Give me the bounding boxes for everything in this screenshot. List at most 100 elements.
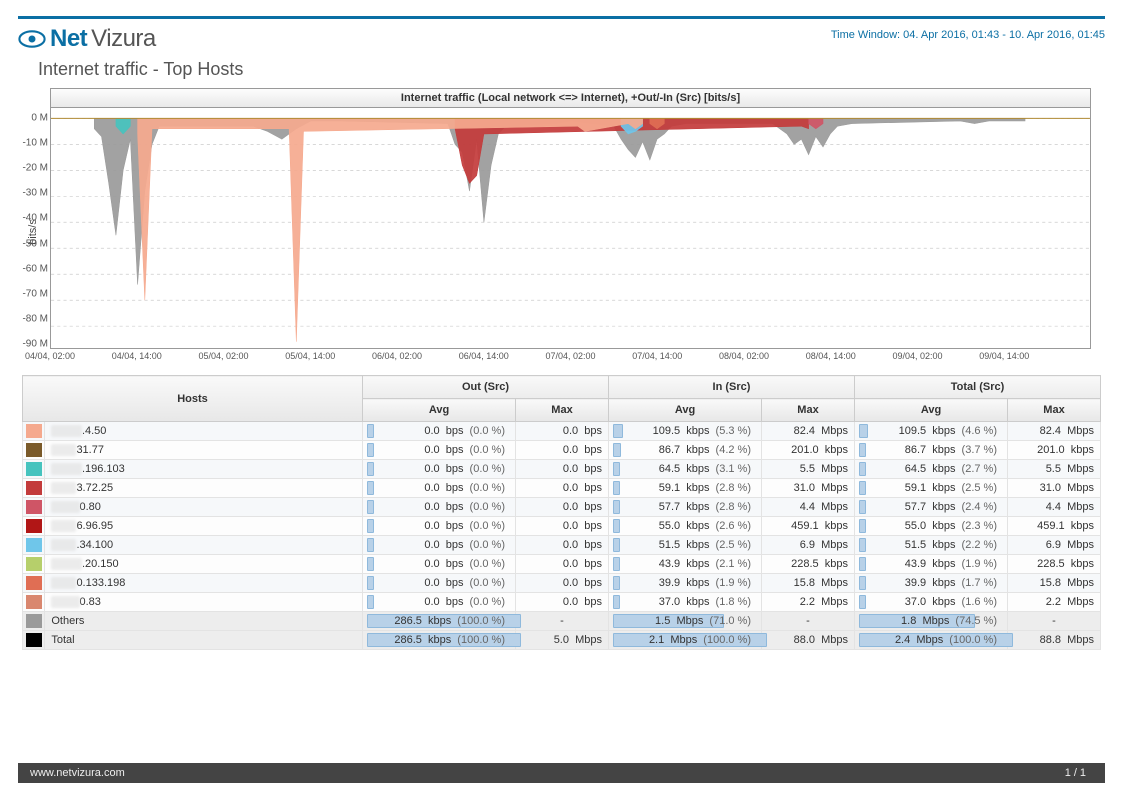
footer-pager: 1/1: [1065, 767, 1105, 779]
table-row: x xx x0.830.0 bps (0.0 %)0.0 bps37.0 kbp…: [23, 593, 1101, 612]
cell-avg: 1.5 Mbps (71.0 %): [609, 612, 762, 631]
logo: NetVizura: [18, 25, 156, 53]
y-tick: -80 M: [22, 313, 48, 324]
cell-swatch: [23, 422, 45, 441]
cell-avg: 0.0 bps (0.0 %): [363, 479, 516, 498]
swatch: [26, 519, 42, 533]
cell-max: 0.0 bps: [516, 422, 609, 441]
col-group: Total (Src): [855, 376, 1101, 399]
y-ticks: 0 M-10 M-20 M-30 M-40 M-50 M-60 M-70 M-8…: [4, 108, 48, 349]
cell-avg: 59.1 kbps (2.5 %): [855, 479, 1008, 498]
cell-swatch: [23, 517, 45, 536]
cell-avg: 51.5 kbps (2.5 %): [609, 536, 762, 555]
cell-host: xx xx.34.100: [45, 536, 363, 555]
cell-swatch: [23, 498, 45, 517]
x-tick: 04/04, 02:00: [25, 351, 75, 361]
footer: www.netvizura.com 1/1: [18, 763, 1105, 783]
report-header: NetVizura Time Window: 04. Apr 2016, 01:…: [18, 19, 1105, 53]
cell-host: x xx x0.80: [45, 498, 363, 517]
table-row: xx xx0.133.1980.0 bps (0.0 %)0.0 bps39.9…: [23, 574, 1101, 593]
swatch: [26, 462, 42, 476]
logo-net: Net: [50, 25, 87, 53]
cell-max: 82.4 Mbps: [762, 422, 855, 441]
cell-avg: 0.0 bps (0.0 %): [363, 422, 516, 441]
y-tick: 0 M: [31, 113, 48, 124]
x-tick: 09/04, 14:00: [979, 351, 1029, 361]
cell-avg: 286.5 kbps (100.0 %): [363, 612, 516, 631]
y-tick: -40 M: [22, 213, 48, 224]
cell-avg: 0.0 bps (0.0 %): [363, 574, 516, 593]
cell-avg: 57.7 kbps (2.4 %): [855, 498, 1008, 517]
cell-max: 31.0 Mbps: [1008, 479, 1101, 498]
cell-max: 201.0 kbps: [1008, 441, 1101, 460]
cell-max: 0.0 bps: [516, 555, 609, 574]
cell-swatch: [23, 460, 45, 479]
table-row: Others286.5 kbps (100.0 %)-1.5 Mbps (71.…: [23, 612, 1101, 631]
x-tick: 09/04, 02:00: [892, 351, 942, 361]
cell-swatch: [23, 574, 45, 593]
y-tick: -70 M: [22, 288, 48, 299]
x-tick: 05/04, 14:00: [285, 351, 335, 361]
page-title: Internet traffic - Top Hosts: [18, 53, 1105, 88]
cell-max: 4.4 Mbps: [762, 498, 855, 517]
cell-host: xxx xx.20.150: [45, 555, 363, 574]
cell-avg: 64.5 kbps (2.7 %): [855, 460, 1008, 479]
cell-avg: 286.5 kbps (100.0 %): [363, 631, 516, 650]
col-hosts: Hosts: [23, 376, 363, 422]
cell-host: Others: [45, 612, 363, 631]
cell-max: -: [762, 612, 855, 631]
cell-max: 228.5 kbps: [1008, 555, 1101, 574]
cell-avg: 55.0 kbps (2.3 %): [855, 517, 1008, 536]
cell-host: xx xx0.133.198: [45, 574, 363, 593]
col-sub: Avg: [855, 399, 1008, 422]
x-tick: 07/04, 14:00: [632, 351, 682, 361]
col-group: Out (Src): [363, 376, 609, 399]
x-tick: 08/04, 14:00: [806, 351, 856, 361]
cell-swatch: [23, 555, 45, 574]
col-sub: Max: [762, 399, 855, 422]
cell-max: 4.4 Mbps: [1008, 498, 1101, 517]
cell-max: 0.0 bps: [516, 593, 609, 612]
y-tick: -10 M: [22, 138, 48, 149]
x-tick: 04/04, 14:00: [112, 351, 162, 361]
cell-swatch: [23, 479, 45, 498]
time-window: Time Window: 04. Apr 2016, 01:43 - 10. A…: [831, 25, 1105, 41]
table-row: xxx xx.20.1500.0 bps (0.0 %)0.0 bps43.9 …: [23, 555, 1101, 574]
cell-avg: 37.0 kbps (1.6 %): [855, 593, 1008, 612]
swatch: [26, 614, 42, 628]
cell-avg: 109.5 kbps (5.3 %): [609, 422, 762, 441]
cell-avg: 51.5 kbps (2.2 %): [855, 536, 1008, 555]
swatch: [26, 595, 42, 609]
cell-avg: 64.5 kbps (3.1 %): [609, 460, 762, 479]
cell-avg: 39.9 kbps (1.7 %): [855, 574, 1008, 593]
cell-host: xx xxx.4.50: [45, 422, 363, 441]
cell-swatch: [23, 631, 45, 650]
cell-host: xxx x3.72.25: [45, 479, 363, 498]
cell-max: 2.2 Mbps: [1008, 593, 1101, 612]
col-sub: Max: [1008, 399, 1101, 422]
cell-max: 88.8 Mbps: [1008, 631, 1101, 650]
col-sub: Avg: [609, 399, 762, 422]
cell-max: 0.0 bps: [516, 441, 609, 460]
cell-max: -: [1008, 612, 1101, 631]
cell-swatch: [23, 593, 45, 612]
cell-avg: 109.5 kbps (4.6 %): [855, 422, 1008, 441]
table-row: xx xx.34.1000.0 bps (0.0 %)0.0 bps51.5 k…: [23, 536, 1101, 555]
cell-host: xx xx31.77: [45, 441, 363, 460]
cell-avg: 2.4 Mbps (100.0 %): [855, 631, 1008, 650]
x-tick: 06/04, 02:00: [372, 351, 422, 361]
cell-max: 82.4 Mbps: [1008, 422, 1101, 441]
chart-title: Internet traffic (Local network <=> Inte…: [50, 88, 1091, 108]
cell-avg: 57.7 kbps (2.8 %): [609, 498, 762, 517]
cell-swatch: [23, 441, 45, 460]
cell-avg: 0.0 bps (0.0 %): [363, 460, 516, 479]
x-tick: 06/04, 14:00: [459, 351, 509, 361]
swatch: [26, 443, 42, 457]
table-row: xxx x3.72.250.0 bps (0.0 %)0.0 bps59.1 k…: [23, 479, 1101, 498]
y-tick: -50 M: [22, 238, 48, 249]
x-ticks: 04/04, 02:0004/04, 14:0005/04, 02:0005/0…: [50, 351, 1091, 365]
swatch: [26, 538, 42, 552]
swatch: [26, 500, 42, 514]
eye-icon: [18, 29, 46, 49]
cell-max: 0.0 bps: [516, 498, 609, 517]
